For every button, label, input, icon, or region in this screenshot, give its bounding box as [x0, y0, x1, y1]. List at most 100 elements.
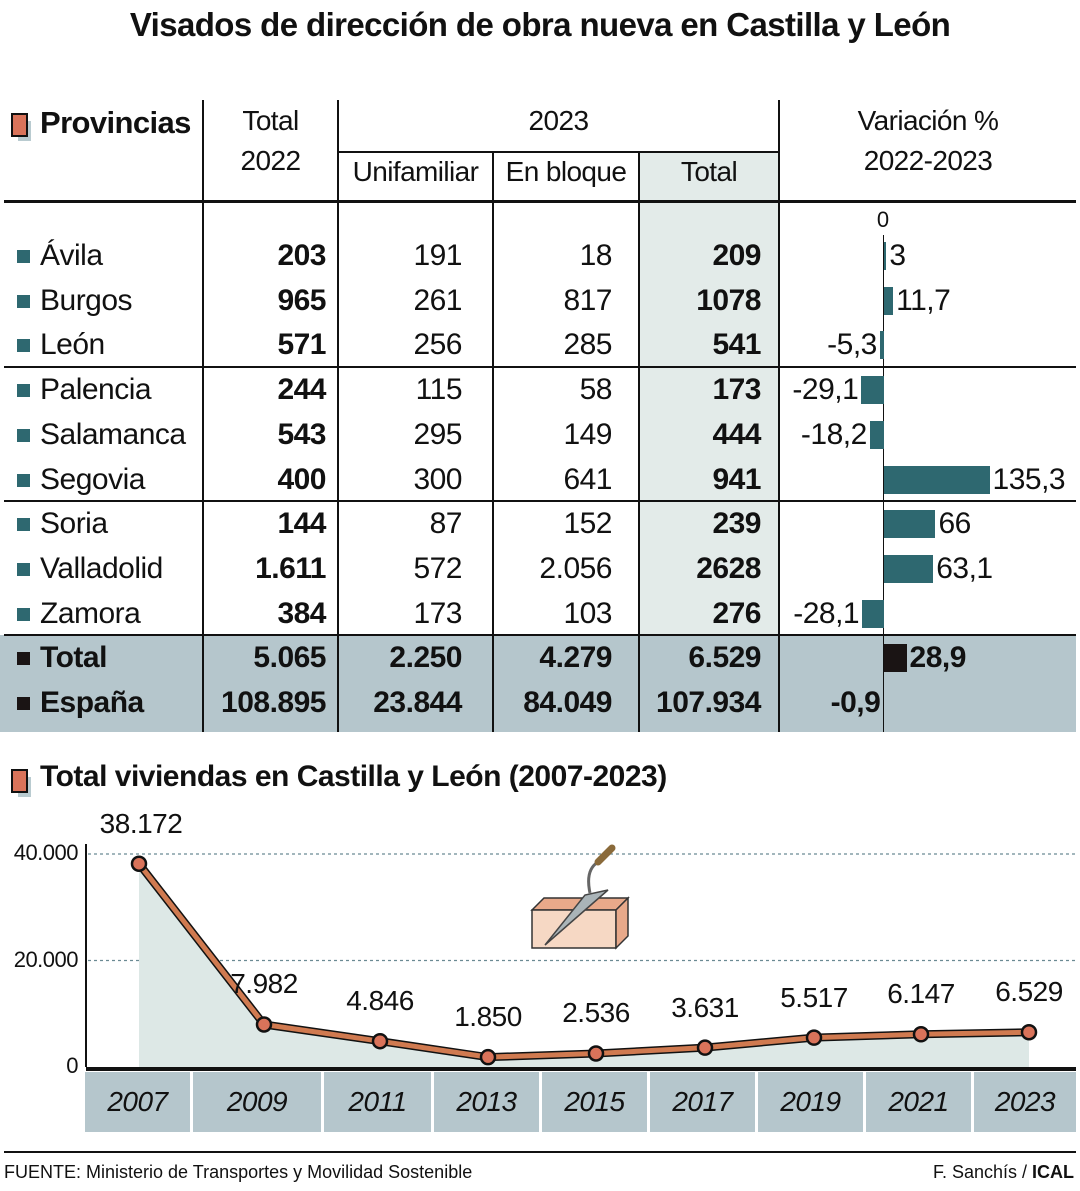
province-marker-icon: [17, 473, 30, 487]
x-tick-label: 2015: [542, 1072, 647, 1132]
total-2023: 941: [712, 462, 761, 496]
en-bloque: 817: [563, 283, 612, 317]
divider: [4, 366, 1076, 368]
total-2023: 6.529: [688, 641, 761, 675]
province-name: Zamora: [40, 596, 141, 630]
x-tick-label: 2019: [758, 1072, 863, 1132]
total-2022: 384: [277, 596, 326, 630]
province-marker-icon: [17, 250, 30, 263]
variation-value: -28,1: [793, 596, 860, 630]
total-2022: 965: [277, 283, 326, 317]
province-marker-icon: [17, 339, 30, 353]
x-tick-label: 2011: [324, 1072, 431, 1132]
trowel-and-brick-icon: [530, 844, 630, 950]
en-bloque: 103: [563, 596, 612, 630]
variation-value: 28,9: [909, 641, 967, 675]
province-name: Valladolid: [40, 551, 163, 585]
total-2023: 173: [712, 373, 761, 407]
unifamiliar: 256: [413, 328, 462, 362]
header-total2023: Total: [680, 156, 738, 187]
total-2022: 108.895: [221, 686, 326, 719]
total-2023: 444: [712, 417, 761, 451]
variation-value: 3: [889, 239, 906, 272]
x-tick-label: 2023: [974, 1072, 1076, 1132]
chart-title: Total viviendas en Castilla y León (2007…: [40, 760, 667, 793]
divider: [4, 200, 1076, 203]
total-2023: 2628: [696, 551, 761, 585]
unifamiliar: 300: [413, 462, 462, 496]
header-total2022-line1: Total: [242, 105, 299, 136]
total-2022: 144: [277, 507, 326, 541]
en-bloque: 58: [579, 373, 613, 407]
total-2022: 1.611: [255, 551, 326, 585]
variation-zero-axis: [883, 235, 884, 732]
x-tick-label: 2007: [85, 1072, 190, 1132]
highlight-column: [640, 152, 779, 635]
data-label: 1.850: [454, 1001, 522, 1033]
data-point: [696, 1039, 714, 1056]
data-point: [805, 1029, 823, 1046]
variation-value: -29,1: [792, 373, 859, 407]
en-bloque: 4.279: [539, 641, 612, 675]
en-bloque: 285: [563, 328, 612, 362]
total-marker-icon: [17, 697, 30, 710]
province-name: Soria: [40, 507, 108, 541]
unifamiliar: 572: [413, 551, 462, 585]
data-label: 5.517: [780, 981, 848, 1013]
total-2022: 5.065: [253, 641, 326, 675]
variation-value: -18,2: [800, 417, 867, 451]
data-point: [255, 1016, 273, 1033]
variation-bar: [861, 376, 884, 405]
en-bloque: 149: [563, 417, 612, 451]
province-marker-icon: [17, 518, 30, 532]
en-bloque: 18: [579, 239, 613, 272]
footer-source: FUENTE: Ministerio de Transportes y Movi…: [4, 1162, 472, 1183]
chart-marker-icon: [11, 769, 28, 793]
variation-bar: [884, 286, 894, 315]
province-name: León: [40, 328, 105, 362]
header-2023: 2023: [528, 105, 589, 136]
divider: [492, 151, 494, 732]
variation-bar: [884, 242, 887, 270]
x-tick-label: 2017: [650, 1072, 755, 1132]
unifamiliar: 191: [413, 239, 462, 272]
unifamiliar: 115: [415, 373, 463, 407]
provincias-marker-icon: [11, 113, 28, 137]
data-label: 3.631: [671, 991, 739, 1023]
total-2022: 571: [277, 328, 326, 362]
divider: [4, 634, 1076, 636]
x-tick-label: 2009: [193, 1072, 321, 1132]
data-label: 4.846: [346, 985, 414, 1017]
total-2023: 107.934: [656, 686, 761, 719]
data-label: 6.147: [887, 978, 955, 1010]
en-bloque: 641: [563, 462, 612, 496]
line-chart: [85, 844, 1076, 1071]
header-variacion-line2: 2022-2023: [863, 145, 993, 176]
unifamiliar: 173: [413, 596, 462, 630]
variation-bar: [884, 510, 936, 539]
data-label: 7.982: [230, 968, 298, 1000]
total-marker-icon: [17, 652, 30, 666]
variation-value: -0,9: [830, 686, 881, 719]
data-point: [912, 1026, 930, 1043]
divider: [638, 151, 640, 732]
unifamiliar: 23.844: [373, 686, 462, 719]
data-point: [130, 855, 148, 872]
data-point: [371, 1032, 389, 1050]
header-provincias: Provincias: [40, 105, 191, 140]
agency: ICAL: [1032, 1162, 1074, 1182]
province-marker-icon: [17, 384, 30, 398]
infographic-title: Visados de dirección de obra nueva en Ca…: [129, 6, 951, 43]
y-tick-label: 20.000: [13, 946, 79, 972]
variation-bar: [884, 465, 990, 494]
province-marker-icon: [17, 294, 30, 308]
province-name: España: [40, 686, 144, 719]
area-fill: [139, 863, 1029, 1067]
data-label: 6.529: [995, 976, 1063, 1008]
variation-bar: [869, 420, 884, 449]
province-name: Ávila: [40, 239, 103, 272]
data-label: 2.536: [562, 997, 630, 1029]
total-2023: 1078: [696, 283, 761, 317]
total-2023: 239: [712, 507, 761, 541]
author: F. Sanchís /: [932, 1162, 1027, 1182]
